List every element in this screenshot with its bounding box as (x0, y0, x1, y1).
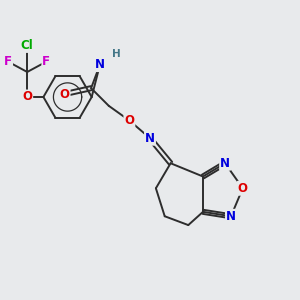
Text: N: N (145, 132, 155, 145)
Text: F: F (4, 55, 12, 68)
Text: O: O (124, 114, 134, 127)
Text: N: N (226, 210, 236, 223)
Text: O: O (60, 88, 70, 100)
Text: Cl: Cl (21, 39, 34, 52)
Text: N: N (95, 58, 105, 71)
Text: O: O (22, 91, 32, 103)
Text: H: H (112, 49, 121, 59)
Text: O: O (238, 182, 248, 195)
Text: N: N (220, 157, 230, 170)
Text: F: F (42, 55, 50, 68)
